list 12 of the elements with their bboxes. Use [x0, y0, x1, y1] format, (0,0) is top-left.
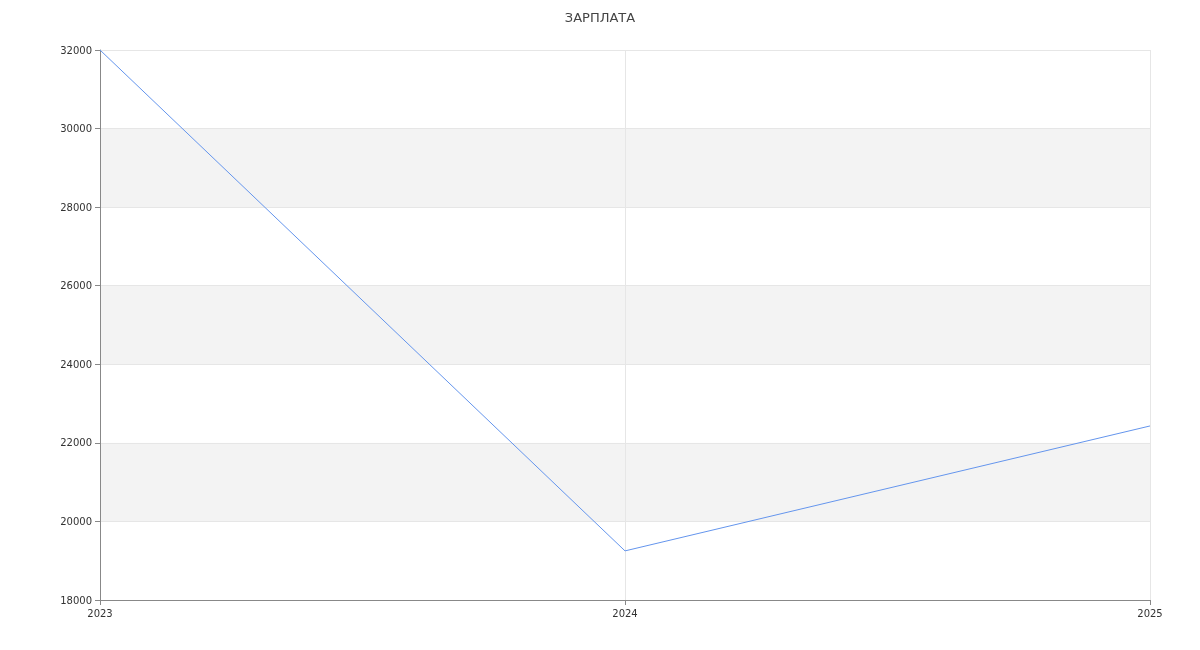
x-tick-label: 2023 [87, 607, 113, 619]
y-tick-label: 22000 [60, 437, 92, 449]
y-tick-label: 32000 [60, 44, 92, 56]
x-tick-label: 2025 [1137, 607, 1163, 619]
y-tick-label: 30000 [60, 123, 92, 135]
y-tick-label: 26000 [60, 280, 92, 292]
y-tick-label: 20000 [60, 515, 92, 527]
x-tick-label: 2024 [612, 607, 638, 619]
chart-title: ЗАРПЛАТА [564, 10, 636, 25]
y-tick-label: 18000 [60, 594, 92, 606]
y-tick-label: 24000 [60, 358, 92, 370]
y-tick-label: 28000 [60, 201, 92, 213]
